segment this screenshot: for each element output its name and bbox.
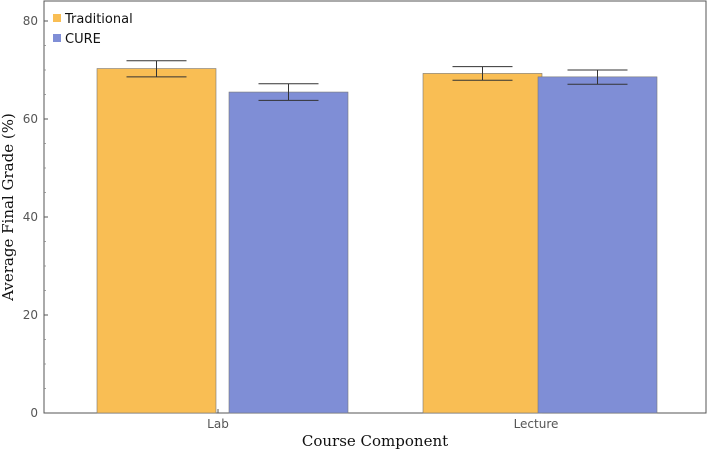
plot-frame	[43, 0, 707, 414]
y-tick-label: 40	[23, 210, 38, 224]
x-axis-title: Course Component	[302, 432, 448, 450]
y-axis-title: Average Final Grade (%)	[0, 113, 17, 302]
bar-traditional-lab	[96, 68, 217, 414]
y-tick-label: 80	[23, 14, 38, 28]
x-tick-label: Lab	[207, 417, 229, 431]
legend-label-cure: CURE	[65, 32, 101, 47]
bar-traditional-lecture	[422, 73, 543, 414]
error-bars-group	[126, 60, 628, 101]
bar-cure-lab	[228, 91, 349, 414]
legend-label-traditional: Traditional	[64, 12, 133, 27]
y-tick-label: 20	[23, 308, 38, 322]
x-axis: Lab Lecture	[207, 409, 558, 431]
y-axis: 0 20 40 60 80	[23, 14, 48, 420]
bar-cure-lecture	[537, 76, 658, 414]
y-tick-label: 0	[30, 406, 38, 420]
bars-group	[96, 68, 658, 414]
x-tick-label: Lecture	[514, 417, 559, 431]
legend-swatch-traditional	[53, 14, 61, 22]
y-tick-label: 60	[23, 112, 38, 126]
legend-swatch-cure	[53, 34, 61, 42]
legend: Traditional CURE	[53, 12, 133, 47]
